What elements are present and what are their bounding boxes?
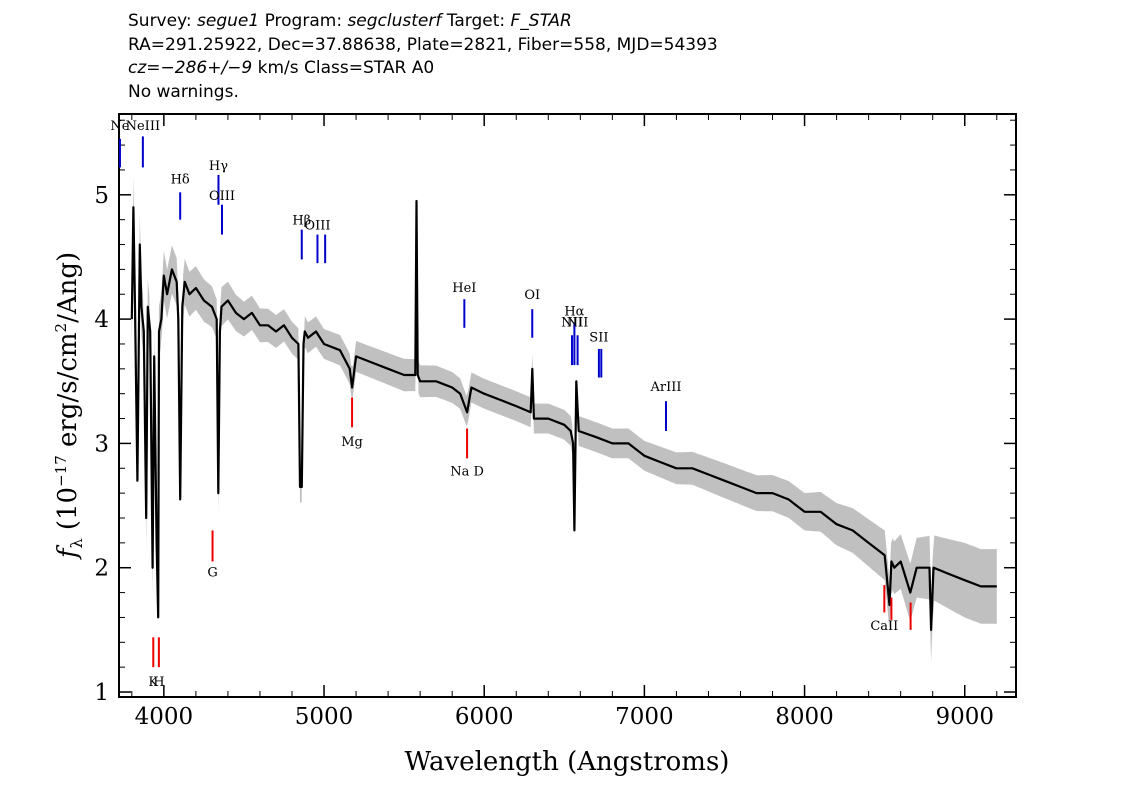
y-tick-label: 2 bbox=[94, 556, 109, 582]
class-text: km/s Class=STAR A0 bbox=[252, 58, 435, 78]
absorption-line-label: G bbox=[207, 565, 217, 580]
y-axis-exponent: −17 bbox=[52, 455, 70, 487]
emission-line-label: NII bbox=[561, 316, 583, 331]
emission-line-label: OI bbox=[524, 288, 540, 303]
y-tick-label: 5 bbox=[94, 183, 109, 209]
x-tick-label: 4000 bbox=[135, 704, 194, 730]
emission-line-label: Hβ bbox=[292, 214, 311, 229]
cz-value: cz=−286+/−9 bbox=[128, 58, 253, 78]
absorption-line-label: H bbox=[153, 675, 164, 690]
absorption-line-label: K bbox=[148, 675, 158, 690]
emission-line-label: ArIII bbox=[650, 380, 682, 395]
emission-line-label: Ne bbox=[110, 119, 129, 134]
x-tick-label: 8000 bbox=[775, 704, 834, 730]
y-tick-label: 4 bbox=[94, 307, 109, 333]
flux-line bbox=[130, 199, 997, 632]
survey-value: segue1 bbox=[197, 11, 260, 31]
x-tick-label: 9000 bbox=[935, 704, 994, 730]
y-axis-units: erg/s/cm bbox=[53, 332, 83, 455]
emission-line-label: OIII bbox=[209, 189, 235, 204]
emission-line-label: SII bbox=[589, 330, 608, 345]
header-line-coordinates: RA=291.25922, Dec=37.88638, Plate=2821, … bbox=[128, 34, 718, 55]
y-tick-label: 3 bbox=[94, 431, 109, 457]
y-axis-title: fλ (10−17 erg/s/cm2/Ang) bbox=[52, 252, 86, 560]
program-label: Program: bbox=[259, 11, 348, 31]
absorption-line-label: CaII bbox=[870, 619, 898, 634]
emission-line-label: Hγ bbox=[209, 159, 228, 174]
y-axis-scale: (10 bbox=[53, 487, 83, 539]
emission-line-label: OIII bbox=[304, 219, 330, 234]
absorption-line-label: Na D bbox=[450, 465, 484, 480]
emission-line-label: HeI bbox=[452, 281, 476, 296]
plot-frame bbox=[118, 113, 1017, 698]
emission-line-label: NII bbox=[567, 316, 589, 331]
header-line-warnings: No warnings. bbox=[128, 81, 239, 102]
header-line-survey: Survey: segue1 Program: segclusterf Targ… bbox=[128, 10, 718, 34]
y-tick-label: 1 bbox=[94, 680, 109, 706]
absorption-line-label: Mg bbox=[341, 435, 363, 450]
target-label: Target: bbox=[441, 11, 511, 31]
program-value: segclusterf bbox=[347, 11, 442, 31]
target-value: F_STAR bbox=[510, 11, 572, 31]
x-tick-label: 7000 bbox=[615, 704, 674, 730]
emission-line-label: NeIII bbox=[126, 119, 160, 134]
spectrum-header: Survey: segue1 Program: segclusterf Targ… bbox=[128, 10, 718, 104]
emission-line-label: Hδ bbox=[171, 173, 190, 188]
y-axis-per-ang: /Ang) bbox=[53, 252, 83, 323]
header-line-redshift: cz=−286+/−9 km/s Class=STAR A0 bbox=[128, 57, 718, 81]
error-band bbox=[131, 176, 997, 662]
x-tick-label: 5000 bbox=[295, 704, 354, 730]
emission-line-label: Hα bbox=[564, 304, 584, 319]
x-axis-title: Wavelength (Angstroms) bbox=[405, 747, 730, 777]
x-tick-label: 6000 bbox=[455, 704, 514, 730]
survey-label: Survey: bbox=[128, 11, 198, 31]
y-axis-square: 2 bbox=[52, 323, 70, 333]
y-axis-lambda: λ bbox=[67, 538, 86, 548]
